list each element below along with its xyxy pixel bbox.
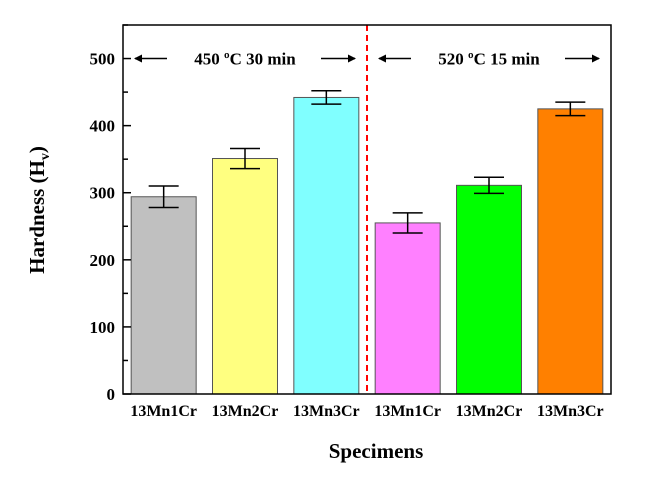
- y-tick-label: 200: [90, 251, 116, 270]
- y-tick-label: 100: [90, 318, 116, 337]
- x-tick-label: 13Mn2Cr: [456, 403, 523, 420]
- x-tick-label: 13Mn1Cr: [374, 403, 441, 420]
- y-axis-label: Hardness (Hv): [25, 146, 53, 274]
- bar: [212, 158, 278, 395]
- bar: [537, 108, 604, 395]
- bar: [456, 184, 522, 395]
- plot-frame: [122, 24, 612, 395]
- x-tick-label: 13Mn1Cr: [130, 403, 197, 420]
- bars: [130, 96, 604, 395]
- y-axis: 0 100 200 300 400 500: [90, 24, 131, 404]
- bar: [130, 196, 197, 395]
- x-axis: 13Mn1Cr 13Mn2Cr 13Mn3Cr 13Mn1Cr 13Mn2Cr 13Mn3…: [130, 403, 603, 420]
- y-tick-label: 300: [90, 184, 116, 203]
- x-tick-label: 13Mn3Cr: [293, 403, 360, 420]
- group-annotations: 450 ºC 30 min 520 ºC 15 min: [134, 50, 600, 69]
- group-label: 450 ºC 30 min: [194, 50, 296, 69]
- y-tick-label: 500: [90, 50, 116, 69]
- x-tick-label: 13Mn2Cr: [212, 403, 279, 420]
- y-tick-label: 400: [90, 117, 116, 136]
- bar: [374, 222, 441, 395]
- y-tick-label: 0: [107, 385, 116, 404]
- x-axis-label: Specimens: [329, 439, 424, 463]
- bar: [293, 96, 360, 395]
- x-tick-label: 13Mn3Cr: [537, 403, 604, 420]
- group-label: 520 ºC 15 min: [438, 50, 540, 69]
- error-bars: [148, 89, 586, 234]
